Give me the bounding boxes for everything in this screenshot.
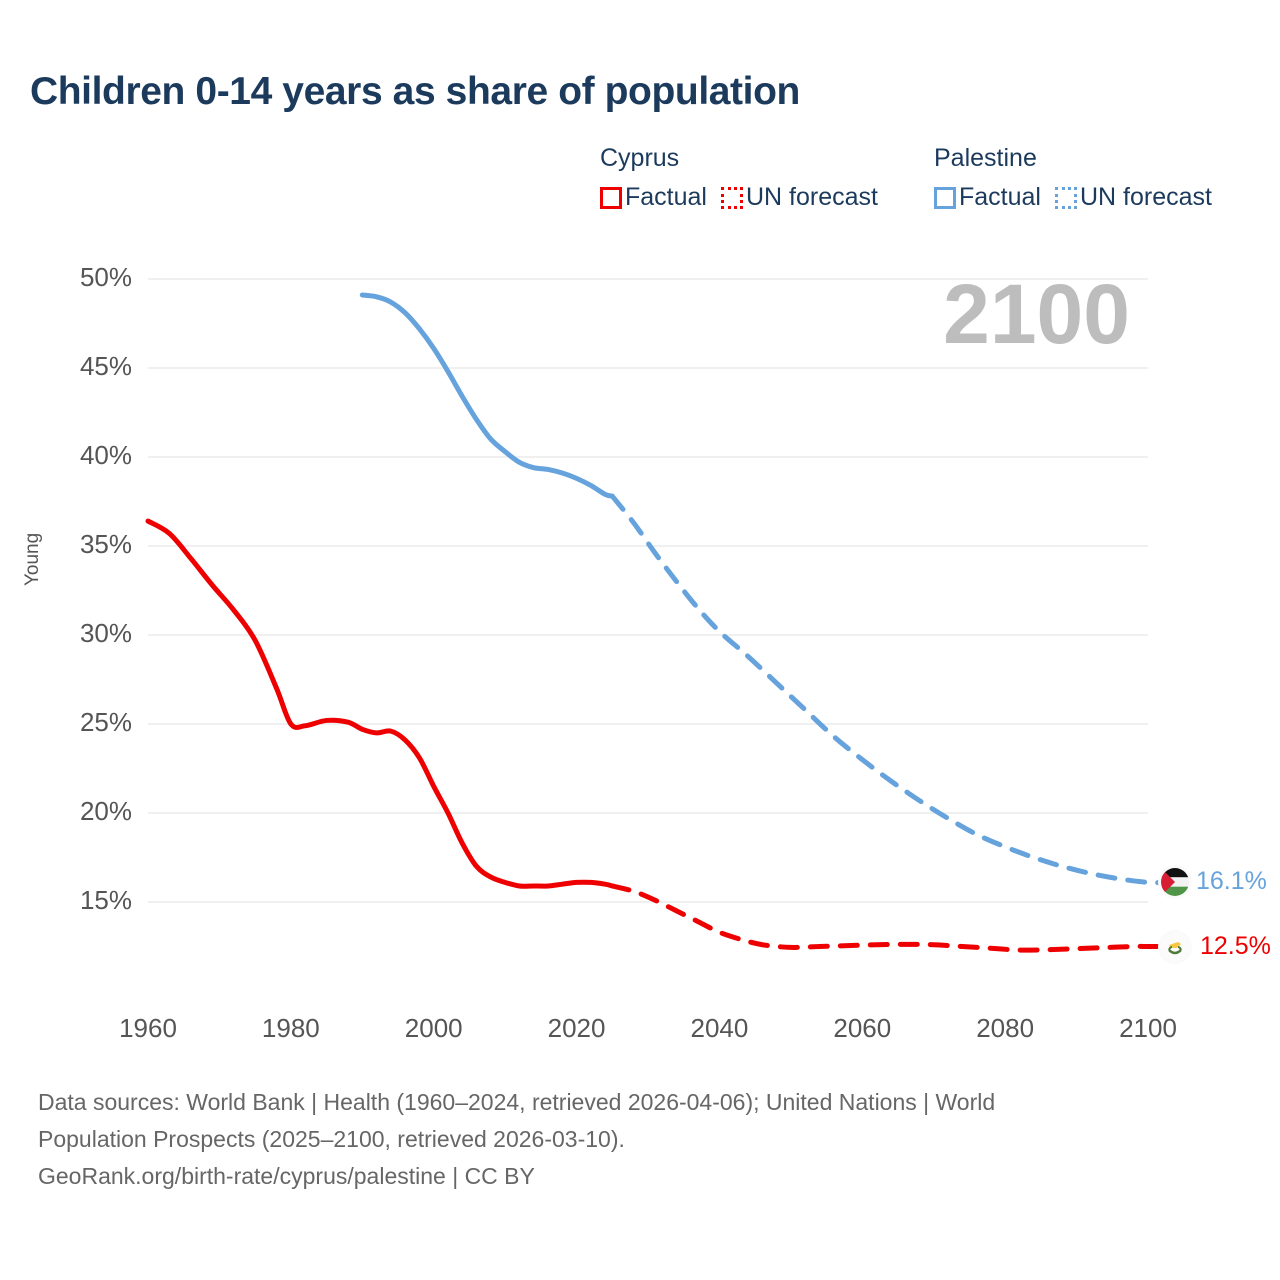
y-axis-tick: 20% [79, 796, 132, 826]
legend-country-label: Cyprus [600, 144, 680, 172]
chart-legend: Cyprus Factual UN forecast Palestine Fac… [600, 143, 1260, 219]
series-lines [145, 292, 1165, 953]
x-axis-tick: 2040 [690, 1013, 749, 1043]
cyprus-flag-icon [1158, 929, 1192, 964]
y-axis-tick: 40% [79, 440, 132, 470]
gridlines [148, 278, 1148, 903]
legend-items-cyprus: Factual UN forecast [600, 183, 878, 212]
legend-entry-label: UN forecast [1079, 183, 1212, 211]
end-label-cyprus: 12.5% [1200, 931, 1271, 960]
x-axis-tick: 2020 [547, 1013, 606, 1043]
y-axis-tick: 25% [79, 707, 132, 737]
footer: Data sources: World Bank | Health (1960–… [38, 1084, 1248, 1195]
x-axis-tick: 1980 [261, 1013, 320, 1043]
palestine-flag-icon [1158, 865, 1192, 900]
legend-entry-label: Factual [959, 183, 1041, 211]
legend-entry-palestine-forecast[interactable]: UN forecast [1054, 183, 1212, 212]
page-title: Children 0-14 years as share of populati… [30, 70, 800, 113]
y-axis-tick: 15% [79, 885, 132, 915]
series-line-cyprus-forecast [609, 883, 1165, 953]
end-label-palestine: 16.1% [1196, 867, 1267, 896]
watermark-year: 2100 [943, 267, 1130, 361]
y-axis-tick: 35% [79, 529, 132, 559]
legend-swatch-solid-icon [934, 186, 956, 209]
legend-swatch-dotted-icon [720, 186, 743, 209]
footer-line-sources-1: Data sources: World Bank | Health (1960–… [38, 1089, 996, 1115]
x-axis-tick: 2100 [1119, 1013, 1177, 1043]
y-axis-title: Young [22, 532, 43, 586]
legend-group-cyprus: Cyprus Factual UN forecast [600, 143, 878, 212]
y-axis-tick: 45% [79, 351, 132, 381]
legend-country-label: Palestine [934, 144, 1037, 172]
y-axis-tick: 30% [79, 618, 132, 648]
footer-line-sources-2: Population Prospects (2025–2100, retriev… [38, 1126, 625, 1152]
legend-entry-cyprus-factual[interactable]: Factual [600, 183, 707, 212]
legend-entry-palestine-factual[interactable]: Factual [934, 183, 1041, 212]
legend-group-palestine: Palestine Factual UN forecast [934, 143, 1212, 212]
x-axis-tick: 2080 [976, 1013, 1035, 1043]
footer-line-attribution: GeoRank.org/birth-rate/cyprus/palestine … [38, 1163, 535, 1189]
legend-entry-label: UN forecast [745, 183, 878, 211]
series-line-palestine-forecast [609, 493, 1165, 886]
legend-entry-label: Factual [625, 183, 707, 211]
legend-swatch-solid-icon [600, 186, 622, 209]
series-line-cyprus-factual [145, 518, 615, 889]
y-axis-tick: 50% [79, 262, 132, 292]
legend-items-palestine: Factual UN forecast [934, 183, 1212, 212]
series-line-palestine-factual [359, 292, 615, 499]
x-axis-tick: 1960 [119, 1013, 177, 1043]
x-axis-tick: 2000 [404, 1013, 463, 1043]
legend-entry-cyprus-forecast[interactable]: UN forecast [720, 183, 878, 212]
x-axis-tick: 2060 [833, 1013, 892, 1043]
legend-swatch-dotted-icon [1054, 186, 1077, 209]
